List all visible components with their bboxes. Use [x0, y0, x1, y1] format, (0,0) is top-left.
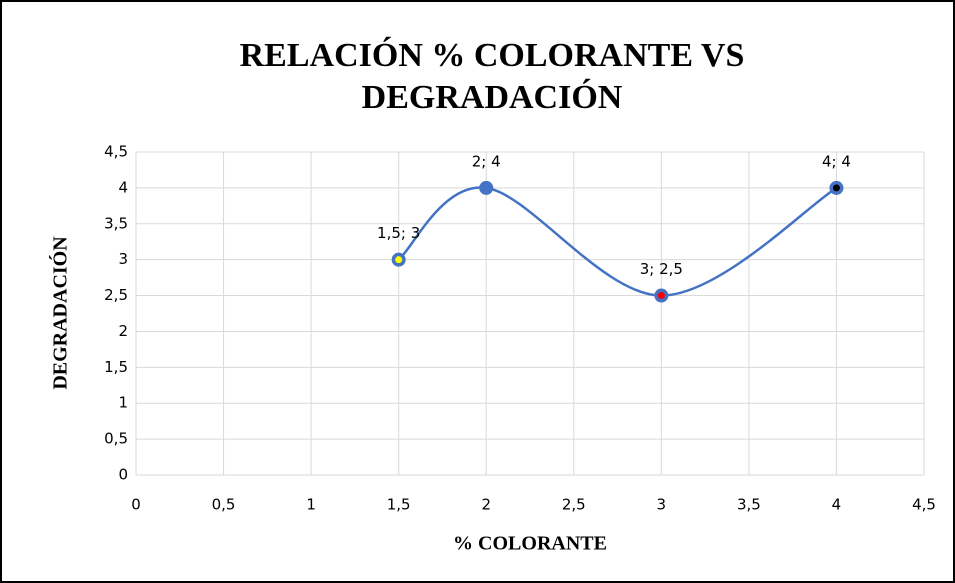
y-tick-label: 4: [118, 178, 128, 196]
x-tick-label: 1,5: [387, 496, 411, 514]
data-label: 1,5; 3: [377, 224, 420, 242]
x-tick-label: 3,5: [737, 496, 761, 514]
y-tick-label: 3,5: [104, 214, 128, 232]
y-tick-label: 2,5: [104, 286, 128, 304]
data-label: 4; 4: [822, 152, 851, 170]
x-tick-label: 3: [657, 496, 667, 514]
x-tick-label: 2: [481, 496, 491, 514]
x-tick-label: 0,5: [212, 496, 236, 514]
y-tick-label: 1: [118, 394, 128, 412]
data-label: 3; 2,5: [640, 260, 683, 278]
chart-title: RELACIÓN % COLORANTE VS: [240, 36, 745, 74]
data-point-center: [832, 184, 840, 192]
x-tick-label: 0: [131, 496, 141, 514]
y-tick-label: 0,5: [104, 430, 128, 448]
y-tick-label: 1,5: [104, 358, 128, 376]
y-tick-label: 4,5: [104, 143, 128, 161]
x-tick-label: 4,5: [912, 496, 936, 514]
x-tick-label: 1: [306, 496, 316, 514]
data-point-center: [395, 256, 403, 264]
data-point-center: [482, 184, 490, 192]
x-tick-label: 4: [832, 496, 842, 514]
data-label: 2; 4: [472, 152, 501, 170]
y-tick-label: 0: [118, 466, 128, 484]
y-axis-label: DEGRADACIÓN: [48, 236, 72, 390]
y-tick-label: 2: [118, 322, 128, 340]
x-axis-label: % COLORANTE: [453, 533, 607, 555]
data-point-center: [657, 292, 665, 300]
series-line: [397, 186, 838, 297]
chart-title: DEGRADACIÓN: [362, 78, 623, 116]
y-tick-label: 3: [118, 250, 128, 268]
x-tick-label: 2,5: [562, 496, 586, 514]
